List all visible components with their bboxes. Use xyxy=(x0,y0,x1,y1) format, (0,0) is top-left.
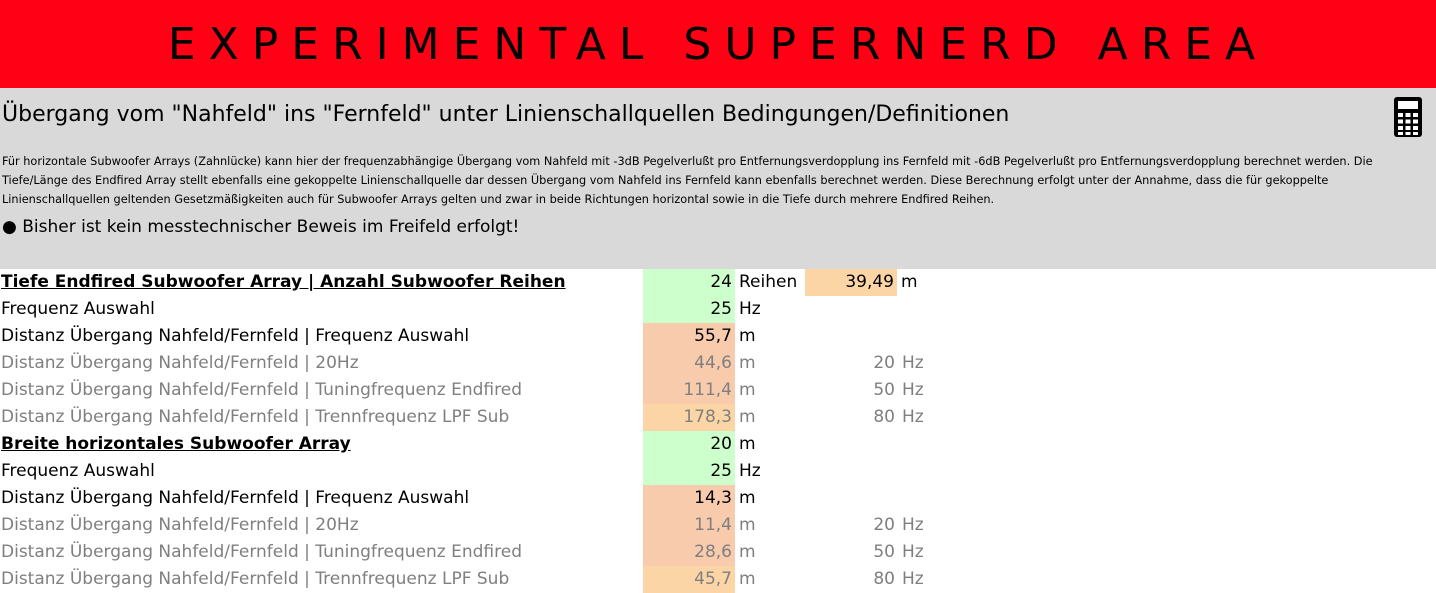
row-label: Tiefe Endfired Subwoofer Array | Anzahl … xyxy=(1,272,566,292)
frequency-value: 20 xyxy=(873,515,895,535)
unit-label: m xyxy=(739,569,756,589)
result-cell: 178,3 xyxy=(643,404,735,431)
unit-label: Reihen xyxy=(739,272,798,292)
table-row: Distanz Übergang Nahfeld/Fernfeld | Tuni… xyxy=(0,539,1436,566)
input-cell[interactable]: 20 xyxy=(643,431,735,458)
unit-label: Hz xyxy=(739,299,761,319)
section-title: Übergang vom "Nahfeld" ins "Fernfeld" un… xyxy=(2,102,1010,127)
frequency-unit: Hz xyxy=(902,542,924,562)
table-row: Distanz Übergang Nahfeld/Fernfeld | Tren… xyxy=(0,404,1436,431)
unit-label: Hz xyxy=(739,461,761,481)
row-label: Frequenz Auswahl xyxy=(1,299,155,319)
table-row: Distanz Übergang Nahfeld/Fernfeld | Tuni… xyxy=(0,377,1436,404)
table-row: Frequenz Auswahl 25 Hz xyxy=(0,458,1436,485)
frequency-unit: Hz xyxy=(902,515,924,535)
info-panel: Übergang vom "Nahfeld" ins "Fernfeld" un… xyxy=(0,88,1436,269)
calculator-icon[interactable] xyxy=(1393,96,1423,138)
frequency-value: 50 xyxy=(873,542,895,562)
unit-label: m xyxy=(739,380,756,400)
unit-label: m xyxy=(739,326,756,346)
unit-label: m xyxy=(739,434,756,454)
table-row: Distanz Übergang Nahfeld/Fernfeld | Freq… xyxy=(0,323,1436,350)
table-row: Distanz Übergang Nahfeld/Fernfeld | Tren… xyxy=(0,566,1436,593)
row-label: Frequenz Auswahl xyxy=(1,461,155,481)
row-label: Distanz Übergang Nahfeld/Fernfeld | Tuni… xyxy=(1,380,522,400)
unit-label: m xyxy=(739,353,756,373)
result-cell: 111,4 xyxy=(643,377,735,404)
frequency-unit: Hz xyxy=(902,380,924,400)
row-label: Breite horizontales Subwoofer Array xyxy=(1,434,351,454)
table-row: Tiefe Endfired Subwoofer Array | Anzahl … xyxy=(0,269,1436,296)
row-label: Distanz Übergang Nahfeld/Fernfeld | Tren… xyxy=(1,569,510,589)
table-row: Breite horizontales Subwoofer Array 20 m xyxy=(0,431,1436,458)
result-cell: 39,49 xyxy=(805,269,897,296)
unit-label: m xyxy=(739,515,756,535)
frequency-value: 80 xyxy=(873,407,895,427)
frequency-unit: Hz xyxy=(902,569,924,589)
table-row: Distanz Übergang Nahfeld/Fernfeld | 20Hz… xyxy=(0,512,1436,539)
row-label: Distanz Übergang Nahfeld/Fernfeld | 20Hz xyxy=(1,515,359,535)
unit-label: m xyxy=(739,407,756,427)
input-cell[interactable]: 25 xyxy=(643,458,735,485)
table-row: Distanz Übergang Nahfeld/Fernfeld | Freq… xyxy=(0,485,1436,512)
banner-title: EXPERIMENTAL SUPERNERD AREA xyxy=(167,18,1269,70)
frequency-value: 80 xyxy=(873,569,895,589)
unit-label: m xyxy=(739,488,756,508)
frequency-unit: Hz xyxy=(902,407,924,427)
frequency-unit: Hz xyxy=(902,353,924,373)
unit-label: m xyxy=(901,272,918,292)
input-cell[interactable]: 25 xyxy=(643,296,735,323)
calculation-table: Tiefe Endfired Subwoofer Array | Anzahl … xyxy=(0,269,1436,593)
description-text: Für horizontale Subwoofer Arrays (Zahnlü… xyxy=(2,155,1373,206)
input-cell[interactable]: 24 xyxy=(643,269,735,296)
row-label: Distanz Übergang Nahfeld/Fernfeld | 20Hz xyxy=(1,353,359,373)
result-cell: 45,7 xyxy=(643,566,735,593)
table-row: Distanz Übergang Nahfeld/Fernfeld | 20Hz… xyxy=(0,350,1436,377)
result-cell: 44,6 xyxy=(643,350,735,377)
row-label: Distanz Übergang Nahfeld/Fernfeld | Freq… xyxy=(1,488,470,508)
table-row: Frequenz Auswahl 25 Hz xyxy=(0,296,1436,323)
result-cell: 55,7 xyxy=(643,323,735,350)
result-cell: 28,6 xyxy=(643,539,735,566)
row-label: Distanz Übergang Nahfeld/Fernfeld | Tuni… xyxy=(1,542,522,562)
row-label: Distanz Übergang Nahfeld/Fernfeld | Tren… xyxy=(1,407,510,427)
banner: EXPERIMENTAL SUPERNERD AREA xyxy=(0,0,1436,88)
frequency-value: 50 xyxy=(873,380,895,400)
row-label: Distanz Übergang Nahfeld/Fernfeld | Freq… xyxy=(1,326,470,346)
result-cell: 14,3 xyxy=(643,485,735,512)
unit-label: m xyxy=(739,542,756,562)
result-cell: 11,4 xyxy=(643,512,735,539)
frequency-value: 20 xyxy=(873,353,895,373)
note-text: ● Bisher ist kein messtechnischer Beweis… xyxy=(2,217,520,237)
